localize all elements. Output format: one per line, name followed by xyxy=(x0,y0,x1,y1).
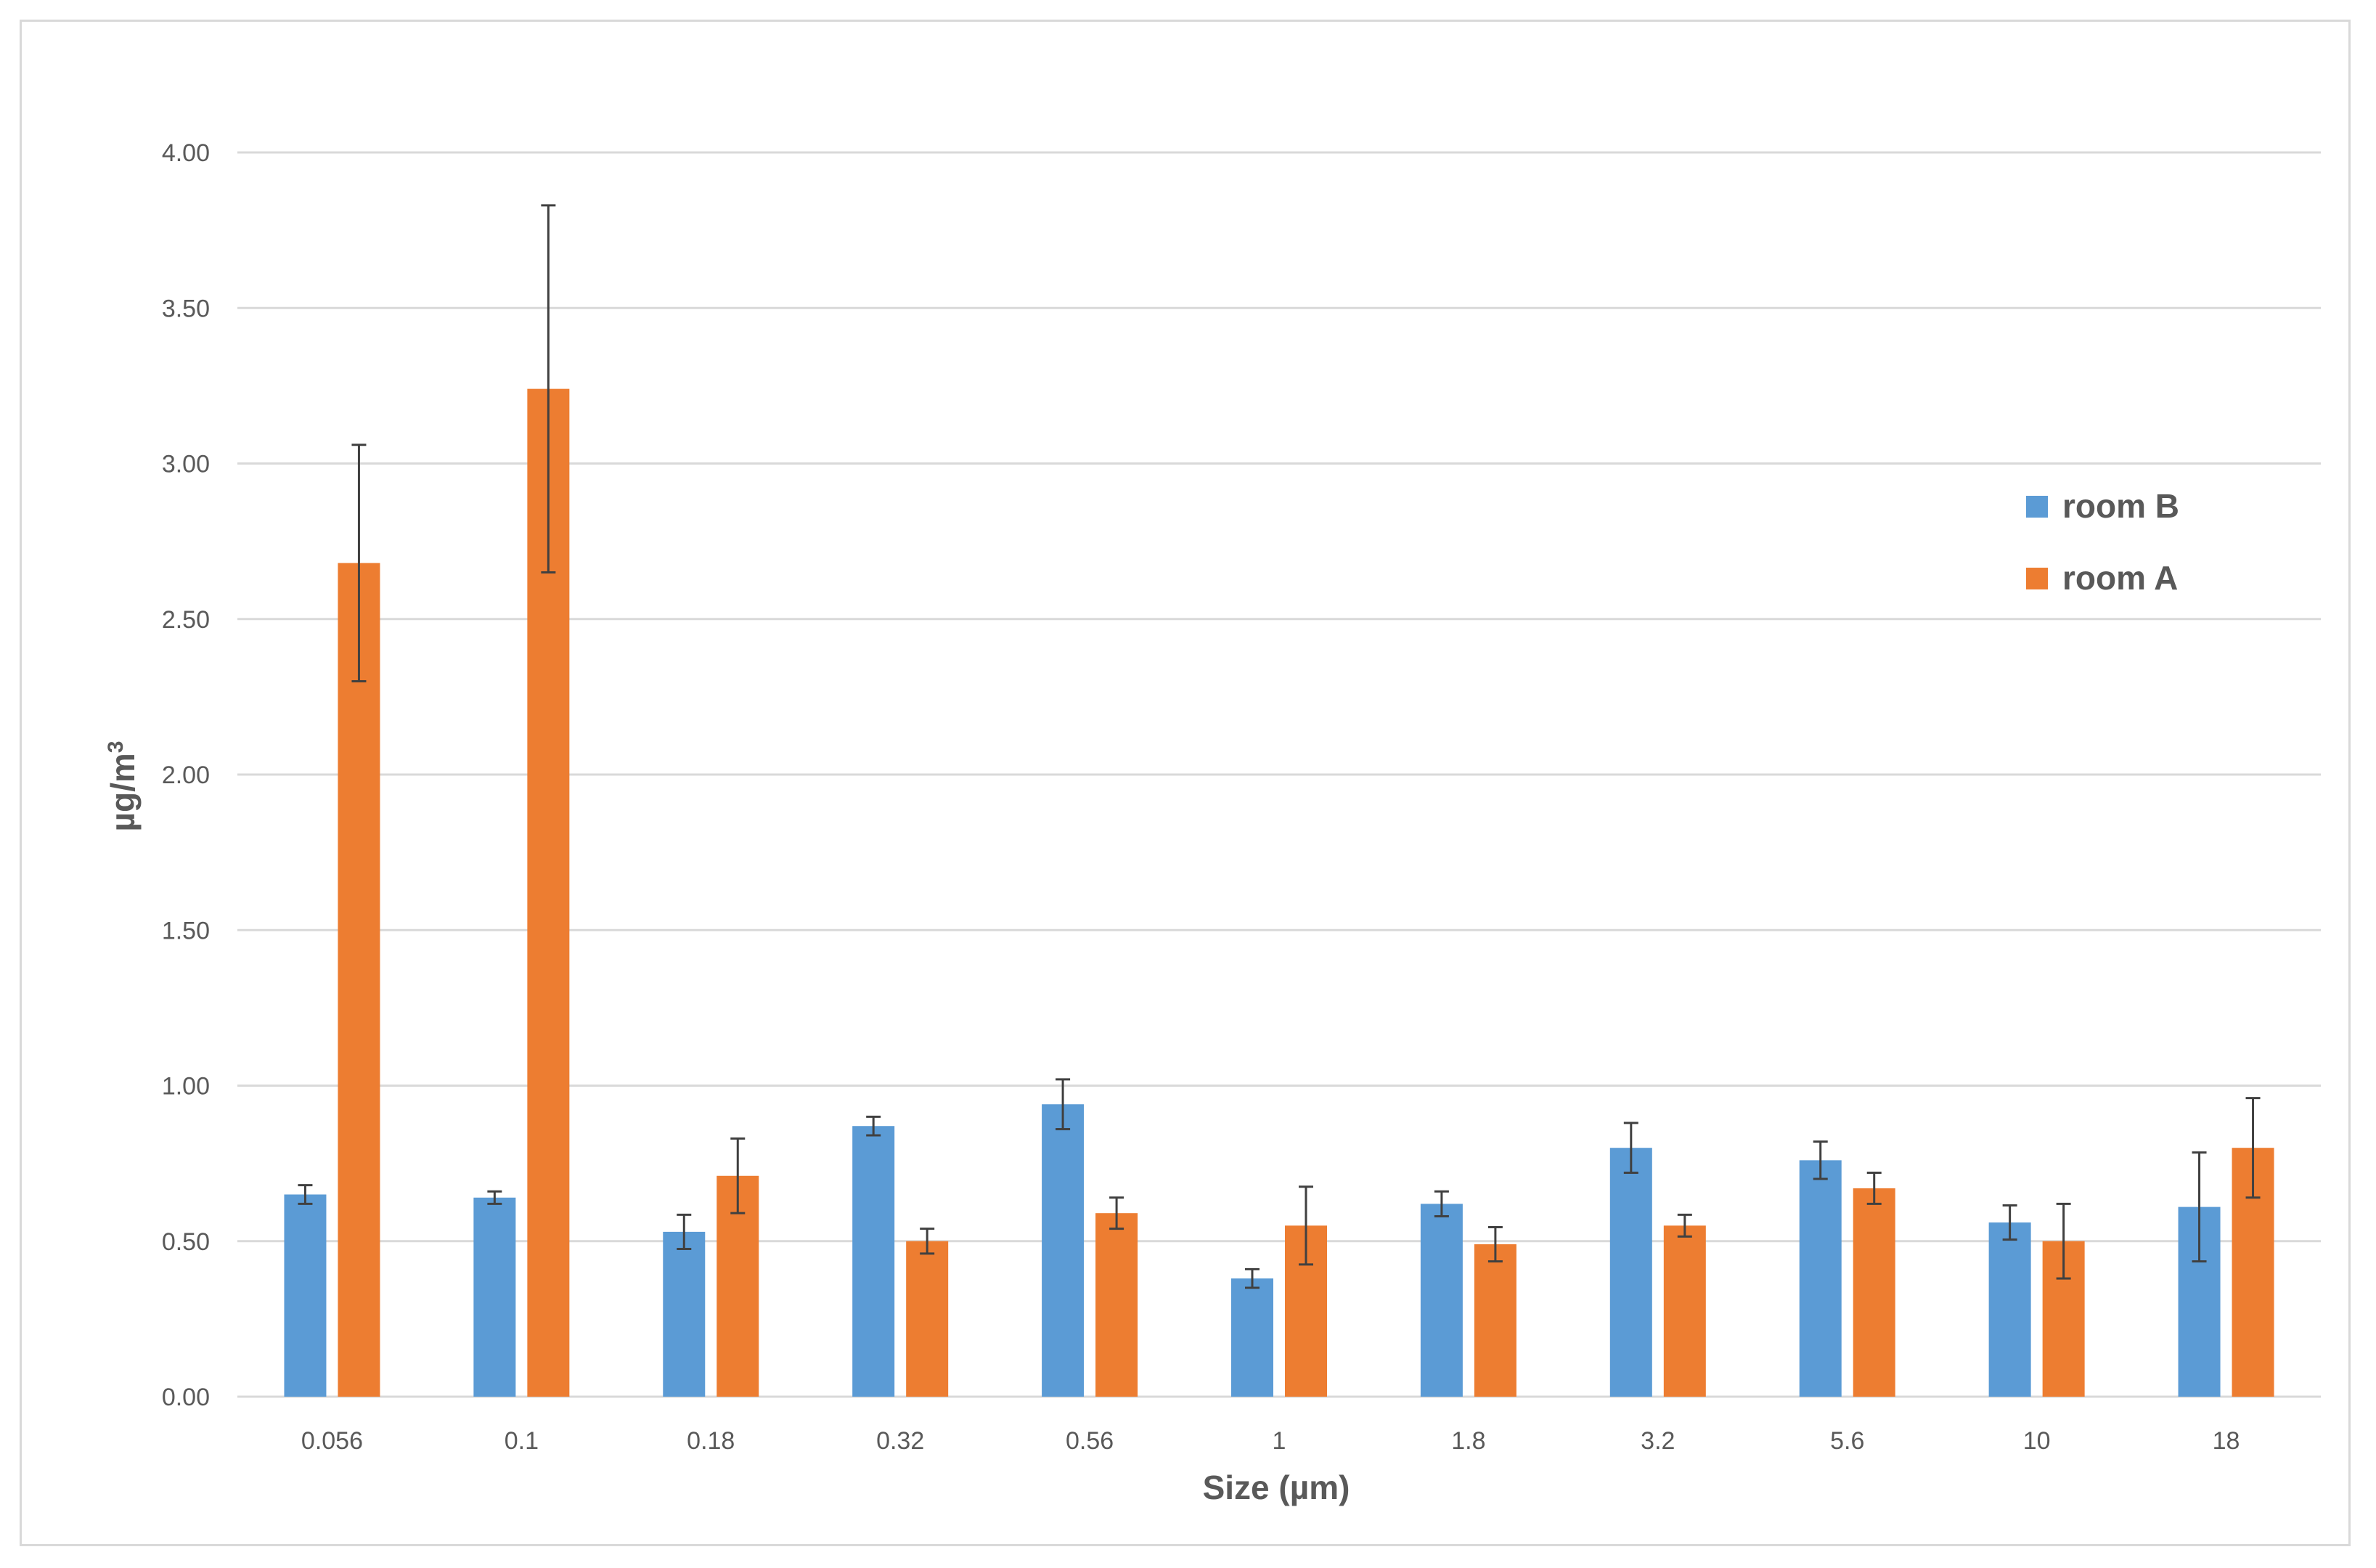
legend-label-room-a: room A xyxy=(2062,559,2178,597)
error-bar xyxy=(1109,1196,1124,1230)
y-tick-label: 2.50 xyxy=(162,606,210,634)
x-tick-label: 3.2 xyxy=(1641,1427,1675,1455)
y-tick-label: 0.00 xyxy=(162,1384,210,1411)
error-bar xyxy=(1056,1078,1071,1130)
bar-room-b xyxy=(473,1197,516,1397)
bar-room-a xyxy=(1853,1188,1895,1397)
bar-room-b xyxy=(1420,1204,1463,1397)
x-tick-label: 10 xyxy=(2023,1427,2051,1455)
y-tick-label: 1.50 xyxy=(162,917,210,944)
y-tick-label: 4.00 xyxy=(162,139,210,167)
y-tick-label: 1.00 xyxy=(162,1073,210,1101)
legend: room B room A xyxy=(2026,487,2179,597)
bar-room-a xyxy=(1663,1225,1706,1397)
bar-room-b xyxy=(1799,1160,1842,1397)
error-bar xyxy=(1813,1140,1828,1180)
y-tick-labels: 0.00 0.50 1.00 1.50 2.00 2.50 3.00 3.50 4.00 xyxy=(162,139,210,1411)
error-bar xyxy=(2056,1202,2071,1280)
error-bar xyxy=(487,1190,502,1205)
error-bar xyxy=(866,1115,881,1137)
bar-room-b xyxy=(1609,1148,1652,1397)
error-bar xyxy=(677,1213,692,1250)
x-axis-title: Size (µm) xyxy=(1203,1469,1350,1506)
x-tick-label: 1.8 xyxy=(1451,1427,1485,1455)
error-bar xyxy=(351,444,367,682)
error-bar xyxy=(920,1228,935,1255)
bar-room-a xyxy=(338,563,380,1397)
bar-room-b xyxy=(1231,1278,1273,1397)
error-bar xyxy=(730,1137,746,1214)
bar-room-b xyxy=(1042,1104,1085,1397)
x-tick-label: 0.18 xyxy=(687,1427,735,1455)
error-bar xyxy=(2002,1204,2017,1241)
bar-room-a xyxy=(906,1241,949,1397)
x-tick-label: 0.056 xyxy=(301,1427,363,1455)
error-bar xyxy=(1434,1190,1449,1217)
x-tick-label: 1 xyxy=(1273,1427,1286,1455)
y-tick-label: 2.00 xyxy=(162,761,210,789)
bar-room-b xyxy=(284,1194,327,1397)
y-tick-label: 0.50 xyxy=(162,1228,210,1256)
error-bar xyxy=(541,204,556,573)
error-bar xyxy=(1245,1267,1260,1289)
x-tick-label: 0.32 xyxy=(876,1427,924,1455)
legend-label-room-b: room B xyxy=(2062,487,2179,525)
bar-room-b xyxy=(852,1126,895,1397)
gridlines xyxy=(237,151,2321,1398)
error-bar xyxy=(1487,1225,1503,1263)
error-bar xyxy=(1623,1122,1638,1174)
y-axis-title-text: µg/m xyxy=(104,753,142,831)
legend-swatch-room-b xyxy=(2026,496,2048,518)
bar-chart: 0.00 0.50 1.00 1.50 2.00 2.50 3.00 3.50 4.00 0.0… xyxy=(104,139,2321,1506)
error-bar xyxy=(1299,1185,1313,1266)
x-tick-label: 0.1 xyxy=(505,1427,539,1455)
bar-room-a xyxy=(1474,1244,1516,1397)
bar-room-a xyxy=(1095,1213,1138,1397)
error-bar xyxy=(298,1184,313,1205)
error-bar xyxy=(2245,1097,2261,1199)
y-tick-label: 3.50 xyxy=(162,295,210,322)
x-tick-label: 18 xyxy=(2213,1427,2240,1455)
y-tick-label: 3.00 xyxy=(162,451,210,478)
x-tick-labels: 0.056 0.1 0.18 0.32 0.56 1 1.8 3.2 5.6 10 18 xyxy=(301,1427,2240,1455)
error-bar xyxy=(1677,1213,1692,1238)
error-bars xyxy=(298,204,2261,1289)
bar-room-b xyxy=(663,1231,706,1397)
legend-swatch-room-a xyxy=(2026,568,2048,589)
y-axis-title: µg/m3 xyxy=(104,741,142,832)
bars xyxy=(284,388,2274,1397)
x-tick-label: 0.56 xyxy=(1066,1427,1114,1455)
error-bar xyxy=(1866,1171,1882,1205)
chart-frame: 0.00 0.50 1.00 1.50 2.00 2.50 3.00 3.50 4.00 0.0… xyxy=(20,20,2351,1546)
error-bar xyxy=(2192,1151,2207,1263)
bar-room-b xyxy=(1988,1222,2031,1397)
y-axis-title-superscript: 3 xyxy=(104,741,128,754)
x-tick-label: 5.6 xyxy=(1830,1427,1864,1455)
